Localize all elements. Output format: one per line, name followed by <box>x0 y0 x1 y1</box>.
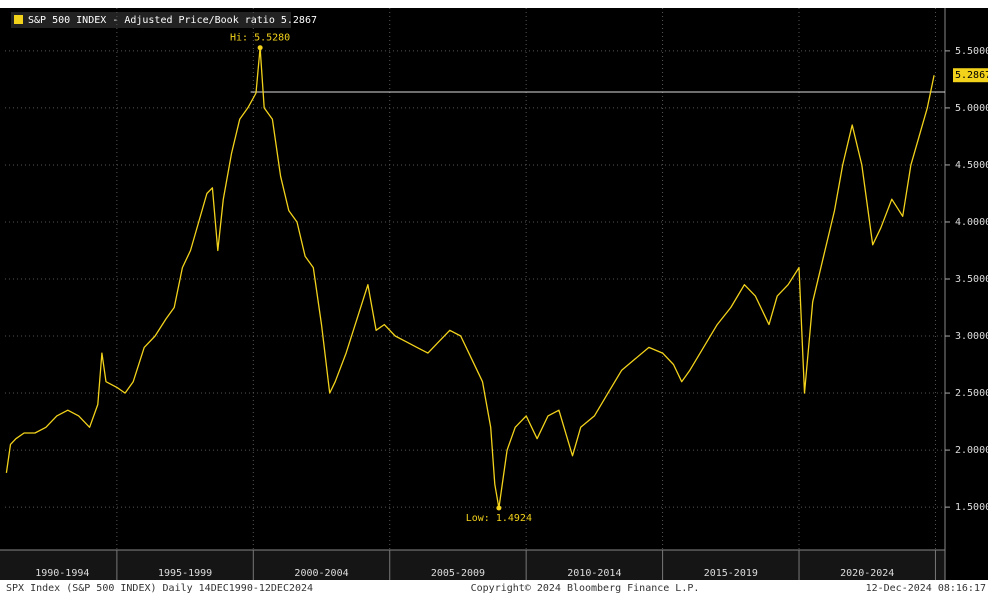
annotation-label: Hi: 5.5280 <box>230 33 290 44</box>
y-tick-label: 2.5000 <box>955 388 988 399</box>
y-tick-label: 4.0000 <box>955 217 988 228</box>
series-line <box>5 47 935 509</box>
footer-center: Copyright© 2024 Bloomberg Finance L.P. <box>471 583 700 594</box>
annotation-label: Low: 1.4924 <box>466 513 532 524</box>
x-axis-band <box>0 550 945 580</box>
x-tick-label: 2015-2019 <box>704 568 758 579</box>
y-tick-label: 5.0000 <box>955 103 988 114</box>
background <box>0 8 988 580</box>
legend-swatch <box>14 15 23 24</box>
x-tick-label: 1995-1999 <box>158 568 212 579</box>
x-tick-label: 2000-2004 <box>294 568 348 579</box>
footer-left: SPX Index (S&P 500 INDEX) Daily 14DEC199… <box>6 583 313 594</box>
y-tick-label: 5.5000 <box>955 46 988 57</box>
x-tick-label: 1990-1994 <box>35 568 89 579</box>
x-tick-label: 2010-2014 <box>567 568 621 579</box>
x-tick-label: 2005-2009 <box>431 568 485 579</box>
y-tick-label: 2.0000 <box>955 445 988 456</box>
legend-label: S&P 500 INDEX - Adjusted Price/Book rati… <box>28 15 317 26</box>
last-value-tag <box>953 68 988 83</box>
y-tick-label: 3.0000 <box>955 331 988 342</box>
annotation-dot <box>496 505 502 511</box>
y-tick-label: 3.5000 <box>955 274 988 285</box>
y-tick-label: 1.5000 <box>955 502 988 513</box>
y-tick-label: 4.5000 <box>955 160 988 171</box>
last-value-label: 5.2867 <box>955 70 988 81</box>
legend-box <box>11 12 291 28</box>
footer-right: 12-Dec-2024 08:16:17 <box>866 583 986 594</box>
x-tick-label: 2020-2024 <box>840 568 894 579</box>
annotation-dot <box>257 45 263 51</box>
